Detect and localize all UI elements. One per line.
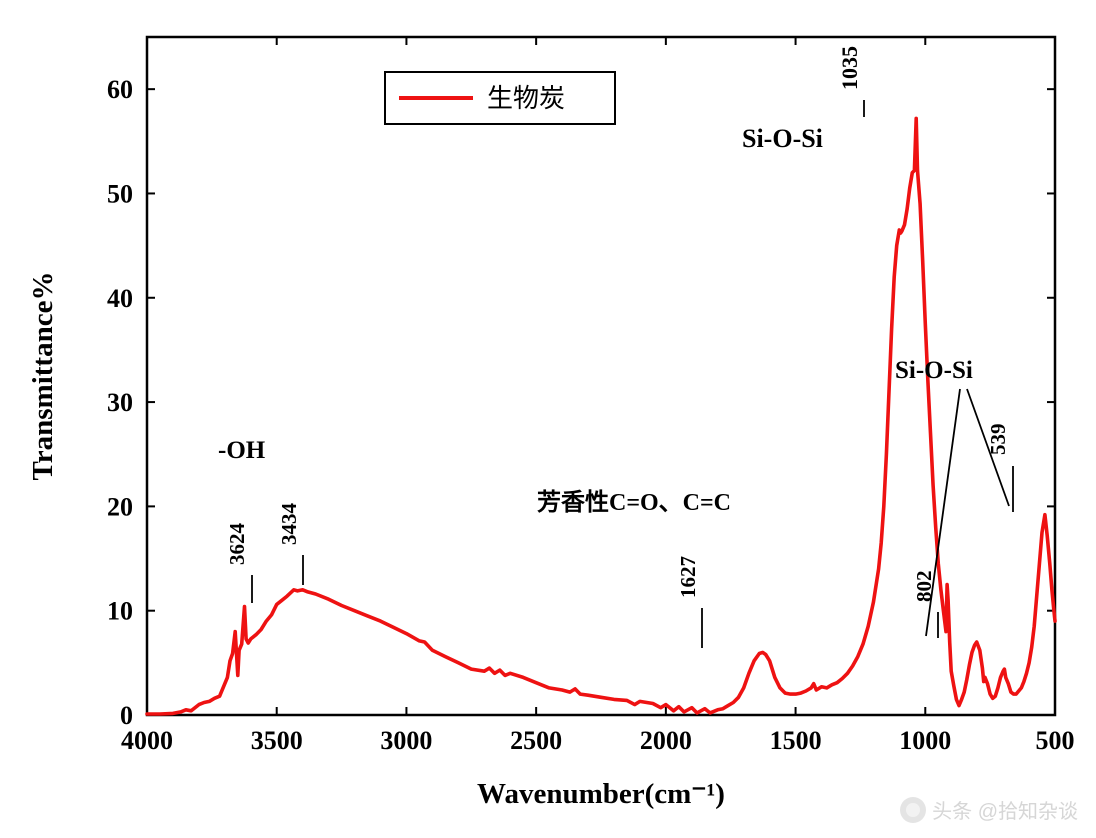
y-tick-label: 50 bbox=[107, 179, 133, 208]
annotation-text: Si-O-Si bbox=[742, 124, 823, 153]
x-tick-label: 2500 bbox=[510, 726, 562, 755]
annotation-text: 芳香性C=O、C=C bbox=[537, 489, 731, 516]
x-tick-label: 3500 bbox=[251, 726, 303, 755]
x-tick-label: 2000 bbox=[640, 726, 692, 755]
spectrum-line bbox=[147, 118, 1055, 714]
peak-label: 1627 bbox=[676, 556, 700, 598]
x-tick-label: 500 bbox=[1036, 726, 1075, 755]
x-axis-title: Wavenumber(cm⁻¹) bbox=[477, 778, 725, 810]
peak-label: 3434 bbox=[277, 503, 301, 546]
y-tick-label: 40 bbox=[107, 284, 133, 313]
peak-label: 539 bbox=[986, 424, 1010, 456]
peak-label: 802 bbox=[912, 571, 936, 603]
x-tick-label: 1000 bbox=[899, 726, 951, 755]
y-tick-label: 20 bbox=[107, 492, 133, 521]
annotation-text: -OH bbox=[218, 437, 266, 464]
x-tick-label: 1500 bbox=[770, 726, 822, 755]
peak-label: 1035 bbox=[837, 46, 862, 90]
y-tick-label: 30 bbox=[107, 388, 133, 417]
peak-label: 3624 bbox=[225, 523, 249, 566]
x-tick-label: 4000 bbox=[121, 726, 173, 755]
legend-label: 生物炭 bbox=[487, 84, 565, 113]
y-tick-label: 60 bbox=[107, 75, 133, 104]
y-axis-title: Transmittance% bbox=[27, 272, 59, 481]
y-tick-label: 10 bbox=[107, 597, 133, 626]
ftir-spectrum-chart: 4000 3500 3000 2500 2000 1500 1000 500 0 10 20 30 40… bbox=[0, 0, 1096, 838]
y-tick-label: 0 bbox=[120, 701, 133, 730]
x-tick-label: 3000 bbox=[380, 726, 432, 755]
chart-container: 4000 3500 3000 2500 2000 1500 1000 500 0 10 20 30 40… bbox=[0, 0, 1096, 838]
annotation-text: Si-O-Si bbox=[895, 357, 973, 384]
